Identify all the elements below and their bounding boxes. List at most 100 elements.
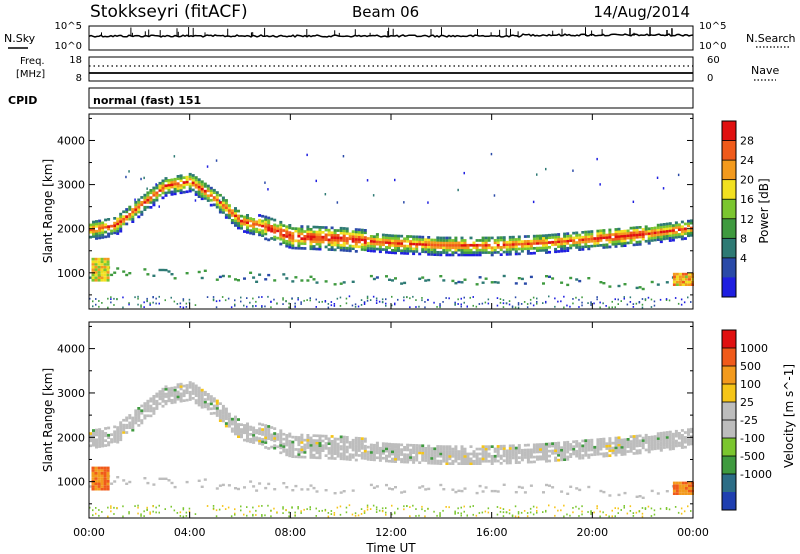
power-cell [152, 203, 156, 207]
velocity-cell [403, 490, 407, 493]
velocity-cell [92, 439, 95, 442]
power-cell [221, 211, 225, 214]
power-cell [273, 223, 277, 227]
velocity-cell [106, 466, 110, 470]
velocity-cell [671, 447, 675, 451]
velocity-cell [650, 515, 653, 517]
power-cell [668, 222, 672, 225]
velocity-cell [542, 455, 545, 458]
power-cell [560, 249, 564, 253]
velocity-cell [536, 455, 539, 459]
velocity-cell [255, 431, 259, 435]
velocity-cell [430, 447, 434, 450]
power-cell [520, 247, 524, 251]
power-cell [240, 224, 243, 228]
power-cell [542, 249, 545, 252]
power-cell [563, 306, 565, 309]
velocity-cell [366, 458, 370, 461]
velocity-cell [381, 510, 384, 513]
velocity-cell [261, 423, 265, 427]
power-cell [599, 306, 601, 309]
power-cell [659, 240, 663, 244]
velocity-cell [656, 444, 660, 448]
velocity-cell [454, 457, 458, 461]
velocity-cell [602, 511, 604, 514]
power-cell [106, 276, 110, 279]
power-cell [294, 276, 298, 279]
power-cell [227, 206, 231, 210]
power-cell [149, 206, 153, 209]
power-cell [671, 229, 675, 232]
velocity-cell [584, 441, 588, 445]
velocity-cell [282, 506, 284, 508]
power-cell [563, 295, 565, 298]
power-cell [572, 231, 576, 235]
velocity-cell [227, 420, 231, 423]
power-cell [514, 252, 518, 256]
x-tick-label: 12:00 [375, 526, 407, 539]
power-cell [684, 283, 688, 286]
power-cell [97, 279, 101, 282]
power-cell [454, 248, 458, 252]
velocity-cell [315, 451, 319, 455]
velocity-cell [106, 477, 110, 480]
velocity-cell [282, 432, 286, 436]
power-cell [635, 233, 639, 237]
power-cell [333, 229, 337, 232]
velocity-cell [339, 452, 343, 456]
velocity-cell [234, 425, 237, 428]
velocity-cell [623, 440, 627, 444]
velocity-cell [267, 447, 271, 450]
velocity-cell [194, 391, 198, 395]
velocity-cell [158, 477, 162, 480]
velocity-cell [672, 492, 676, 495]
velocity-cell [539, 443, 542, 446]
power-cell [161, 184, 165, 187]
power-cell [209, 194, 213, 197]
power-cell [683, 232, 687, 235]
power-cell [243, 304, 245, 307]
power-cell [333, 241, 337, 244]
power-cell [363, 236, 367, 239]
velocity-cell [288, 515, 290, 518]
velocity-cell [92, 509, 94, 512]
velocity-cell [629, 447, 633, 451]
velocity-cell [381, 452, 385, 455]
power-cell [563, 237, 567, 241]
power-cell [306, 232, 310, 236]
power-cell [167, 183, 171, 187]
velocity-cell [672, 489, 676, 493]
velocity-cell [412, 456, 416, 459]
power-cell [463, 278, 467, 281]
power-cell [596, 234, 600, 238]
velocity-cell [690, 442, 693, 446]
power-cell [369, 249, 373, 253]
power-cell [134, 210, 138, 214]
power-cell [212, 298, 215, 301]
velocity-cell [103, 482, 107, 486]
power-cell [152, 201, 156, 204]
power-cell [569, 234, 573, 238]
velocity-cell [581, 439, 585, 443]
velocity-cell [285, 509, 287, 511]
velocity-cell [575, 442, 579, 446]
velocity-cell [502, 508, 505, 510]
velocity-cell [188, 381, 192, 384]
power-cell [677, 233, 681, 236]
velocity-cell [357, 444, 361, 447]
velocity-cell [103, 485, 107, 488]
velocity-cell [188, 390, 192, 394]
power-cell [463, 301, 465, 304]
power-cell [436, 238, 440, 242]
power-cell [237, 224, 240, 227]
power-cell [354, 235, 358, 239]
velocity-cell [221, 404, 225, 408]
power-cell [415, 240, 419, 244]
power-cell [94, 265, 98, 269]
cpid-frame [88, 87, 694, 109]
velocity-cell [294, 514, 296, 517]
power-cell [536, 246, 539, 250]
power-cell [309, 245, 313, 248]
power-cell [690, 226, 693, 230]
power-cell [406, 244, 410, 248]
